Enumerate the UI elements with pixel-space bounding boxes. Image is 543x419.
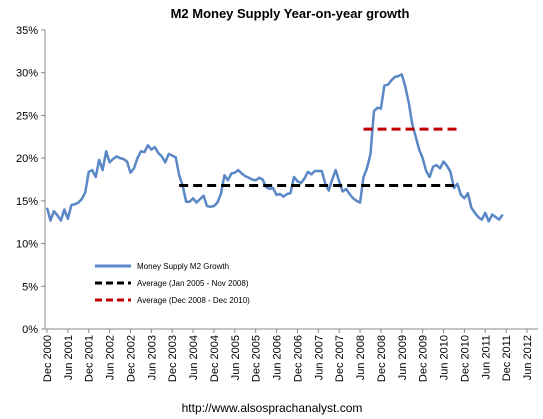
x-tick-label: Jun 2008: [355, 335, 367, 380]
x-tick-label: Dec 2007: [334, 335, 346, 382]
footer: http://www.alsosprachanalyst.com: [182, 401, 363, 415]
x-tick-label: Dec 2001: [84, 335, 96, 382]
x-tick-label: Jun 2003: [146, 335, 158, 380]
chart-title: M2 Money Supply Year-on-year growth: [171, 6, 410, 21]
y-tick-label: 25%: [16, 110, 38, 122]
x-tick-label: Dec 2004: [209, 335, 221, 382]
x-tick-label: Dec 2003: [167, 335, 179, 382]
x-tick-label: Dec 2011: [501, 335, 513, 381]
x-tick-label: Dec 2000: [42, 335, 54, 382]
x-tick-label: Dec 2009: [418, 335, 430, 382]
y-tick-label: 10%: [16, 239, 38, 251]
y-tick-label: 0%: [22, 324, 38, 336]
y-tick-label: 35%: [16, 25, 38, 37]
y-tick-label: 5%: [22, 281, 38, 293]
legend-label: Money Supply M2 Growth: [137, 262, 229, 271]
y-tick-label: 20%: [16, 153, 38, 165]
x-tick-label: Jun 2012: [522, 335, 534, 380]
y-tick-label: 30%: [16, 68, 38, 80]
x-tick-label: Jun 2007: [313, 335, 325, 380]
x-tick-label: Jun 2002: [105, 335, 117, 380]
y-tick-label: 15%: [16, 196, 38, 208]
legend-label: Average (Dec 2008 - Dec 2010): [137, 296, 250, 305]
data-line: [45, 73, 504, 223]
x-tick-label: Jun 2009: [397, 335, 409, 380]
x-tick-label: Dec 2005: [251, 335, 263, 382]
x-tick-label: Dec 2006: [292, 335, 304, 382]
x-tick-label: Dec 2008: [376, 335, 388, 382]
legend-label: Average (Jan 2005 - Nov 2008): [137, 279, 249, 288]
x-tick-label: Jun 2006: [272, 335, 284, 380]
x-tick-label: Jun 2010: [439, 335, 451, 380]
x-tick-label: Dec 2002: [125, 335, 137, 382]
x-tick-label: Jun 2011: [480, 335, 492, 379]
x-tick-label: Jun 2001: [63, 335, 75, 380]
x-tick-label: Dec 2010: [459, 335, 471, 382]
x-tick-label: Jun 2005: [230, 335, 242, 380]
x-tick-label: Jun 2004: [188, 335, 200, 380]
